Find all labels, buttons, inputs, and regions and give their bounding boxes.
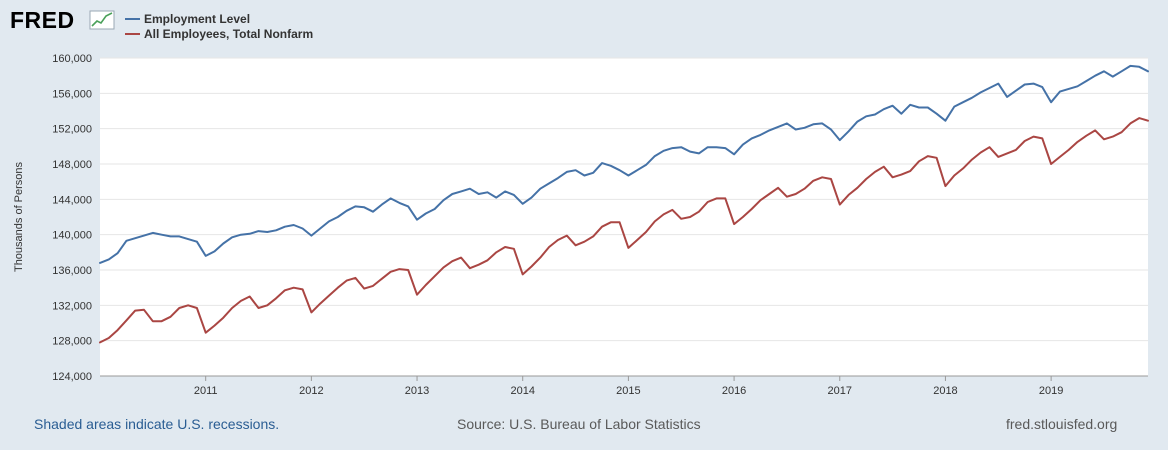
series-lines [99,64,1149,344]
trend-graph-icon [89,10,115,30]
y-axis-label: Thousands of Persons [13,161,25,272]
fred-logo[interactable]: FRED [10,7,75,33]
series-line-total-nonfarm[interactable] [99,117,1149,344]
x-tick-label: 2019 [1039,385,1063,397]
recession-note-link[interactable]: Shaded areas indicate U.S. recessions. [34,416,280,432]
site-url: fred.stlouisfed.org [1006,416,1118,432]
chart: FRED Employment Level All Employees, Tot… [10,7,1149,397]
y-tick-label: 148,000 [52,159,92,171]
plot-area [100,58,1148,376]
y-tick-label: 128,000 [52,336,92,348]
gridlines [100,57,1148,342]
x-tick-label: 2015 [616,385,640,397]
y-axis-ticks: 124,000 128,000 132,000 136,000 140,000 144,0… [52,53,92,383]
y-tick-label: 144,000 [52,194,92,206]
legend-label-total-nonfarm: All Employees, Total Nonfarm [144,27,313,41]
x-tick-label: 2018 [933,385,957,397]
y-tick-label: 152,000 [52,124,92,136]
x-tick-label: 2014 [510,385,534,397]
y-tick-label: 140,000 [52,230,92,242]
x-tick-label: 2016 [722,385,746,397]
x-tick-label: 2012 [299,385,323,397]
x-tick-label: 2017 [828,385,852,397]
y-tick-label: 132,000 [52,300,92,312]
legend-label-employment-level: Employment Level [144,12,250,26]
series-line-employment-level[interactable] [99,64,1149,264]
y-tick-label: 136,000 [52,265,92,277]
x-axis-ticks: 2011 2012 2013 2014 2015 2016 2017 2018 2019 [194,376,1063,397]
y-tick-label: 124,000 [52,371,92,383]
source-text: Source: U.S. Bureau of Labor Statistics [457,416,701,432]
y-tick-label: 160,000 [52,53,92,65]
x-tick-label: 2013 [405,385,429,397]
y-tick-label: 156,000 [52,88,92,100]
legend: Employment Level All Employees, Total No… [125,12,313,41]
x-tick-label: 2011 [194,385,218,397]
